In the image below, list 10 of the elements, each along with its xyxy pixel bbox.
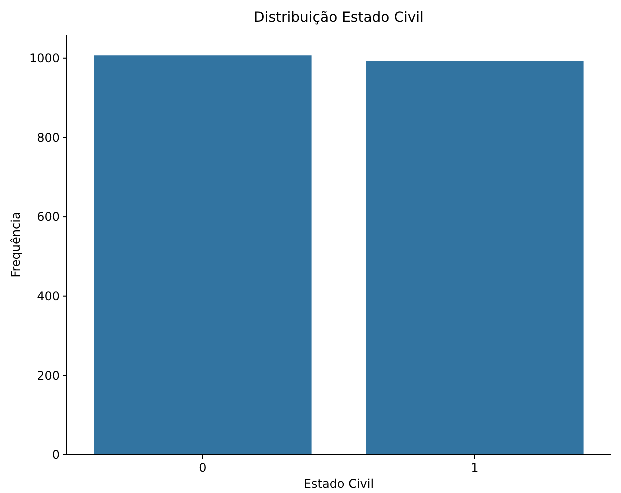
x-tick-label: 1: [471, 461, 479, 475]
x-axis-title: Estado Civil: [304, 477, 374, 491]
chart-title: Distribuição Estado Civil: [254, 10, 424, 26]
y-tick-label: 800: [37, 130, 60, 145]
y-tick-label: 1000: [29, 52, 60, 66]
y-tick-label: 400: [37, 290, 60, 304]
y-axis-title: Frequência: [9, 212, 23, 278]
y-tick-label: 200: [37, 368, 60, 383]
y-tick-label: 600: [37, 210, 60, 224]
y-tick-label: 0: [52, 448, 60, 462]
